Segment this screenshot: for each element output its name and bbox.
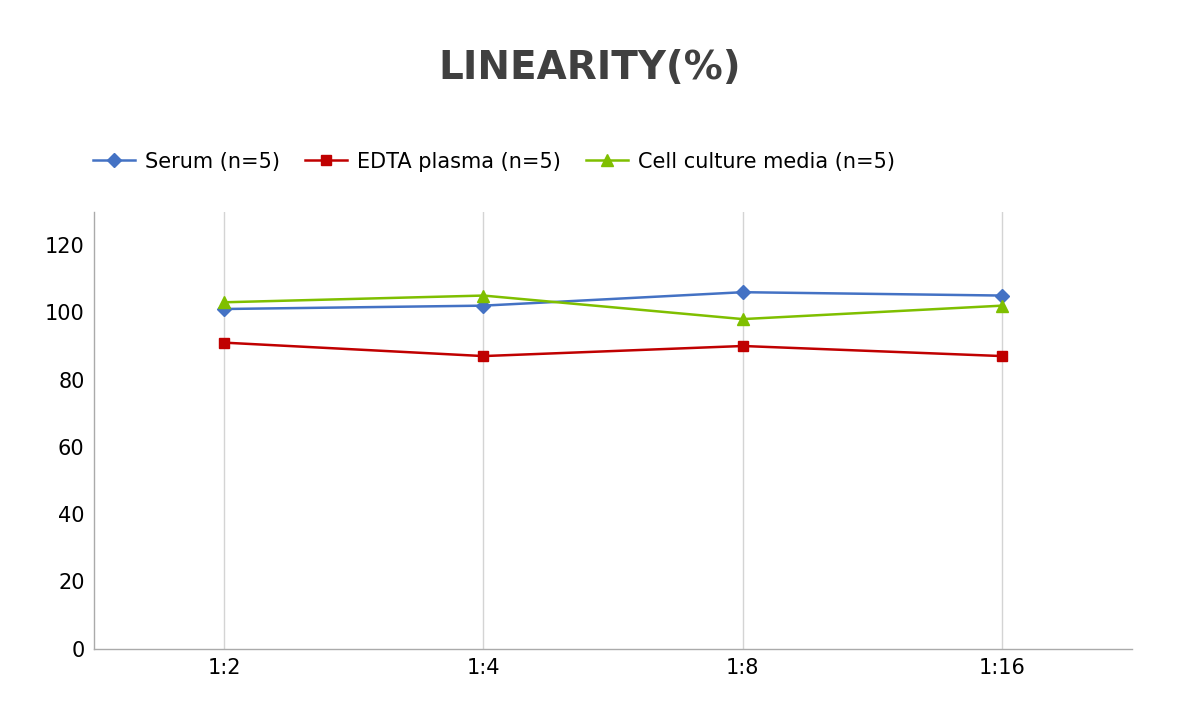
Line: EDTA plasma (n=5): EDTA plasma (n=5) (219, 338, 1007, 361)
EDTA plasma (n=5) (476, 352, 490, 360)
Cell culture media (n=5) (476, 291, 490, 300)
Serum (n=5) (995, 291, 1009, 300)
EDTA plasma (n=5) (217, 338, 231, 347)
EDTA plasma (n=5) (736, 342, 750, 350)
Cell culture media (n=5) (217, 298, 231, 307)
Line: Serum (n=5): Serum (n=5) (219, 288, 1007, 314)
Cell culture media (n=5) (995, 302, 1009, 310)
Cell culture media (n=5) (736, 315, 750, 324)
Serum (n=5) (476, 302, 490, 310)
EDTA plasma (n=5) (995, 352, 1009, 360)
Legend: Serum (n=5), EDTA plasma (n=5), Cell culture media (n=5): Serum (n=5), EDTA plasma (n=5), Cell cul… (93, 152, 895, 172)
Serum (n=5) (736, 288, 750, 296)
Serum (n=5) (217, 305, 231, 313)
Text: LINEARITY(%): LINEARITY(%) (439, 49, 740, 87)
Line: Cell culture media (n=5): Cell culture media (n=5) (218, 290, 1008, 324)
